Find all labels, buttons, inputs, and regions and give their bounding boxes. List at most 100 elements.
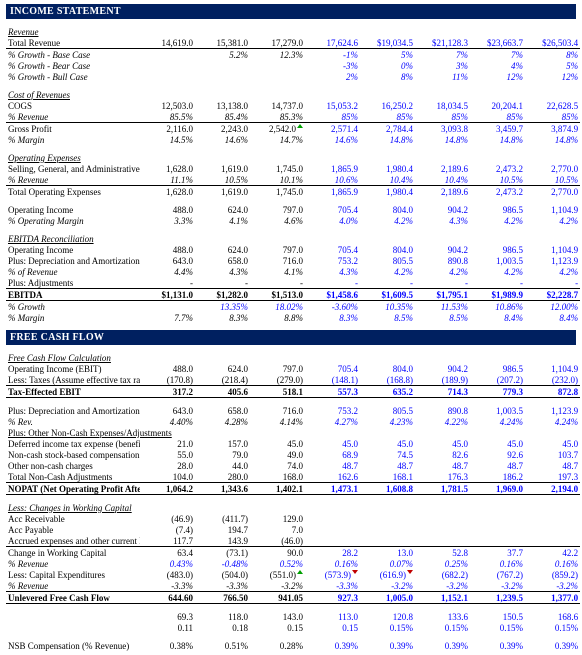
extra-2-v3: 0.15 — [305, 622, 360, 633]
plus-da-2-v6: 1,003.5 — [470, 405, 525, 416]
da-pct-v3: 4.3% — [305, 266, 360, 277]
unlevered-fcf-v4: 1,005.0 — [360, 592, 415, 604]
wc-pct-rev-v2: 0.52% — [250, 558, 305, 569]
acc-receivable-v2: 129.0 — [250, 513, 305, 524]
plus-da-v3: 753.2 — [305, 255, 360, 266]
growth-bear-v7: 5% — [525, 60, 580, 71]
capex-pct-v3: -3.3% — [305, 580, 360, 592]
growth-bull-v0 — [140, 71, 195, 82]
total-noncash-v5: 176.3 — [415, 471, 470, 483]
total-noncash-v7: 197.3 — [525, 471, 580, 483]
ebitda-growth-v2: 18.02% — [250, 301, 305, 313]
ebitda-v1: $1,282.0 — [195, 289, 250, 301]
less-taxes-v1: (218.4) — [195, 374, 250, 386]
less-taxes-v0: (170.8) — [140, 374, 195, 386]
growth-bull-v5: 11% — [415, 71, 470, 82]
change-wc-v2: 90.0 — [250, 547, 305, 559]
growth-base-v2: 12.3% — [250, 49, 305, 61]
plus-adj-v1: - — [195, 277, 250, 289]
cogs-pct: % Revenue — [6, 111, 140, 123]
sga-pct-v4: 10.4% — [360, 174, 415, 186]
growth-bull-v7: 12% — [525, 71, 580, 82]
total-noncash-v3: 162.6 — [305, 471, 360, 483]
extra-2-v1: 0.18 — [195, 622, 250, 633]
acc-receivable-v7 — [525, 513, 580, 524]
subhead-revenue: Revenue — [6, 26, 580, 37]
ebitda-growth-v0 — [140, 301, 195, 313]
accrued: Accrued expenses and other current liabi… — [6, 535, 140, 547]
deferred-tax-v6: 45.0 — [470, 438, 525, 449]
stock-comp-v7: 103.7 — [525, 449, 580, 460]
total-noncash-v2: 168.0 — [250, 471, 305, 483]
tax-effected-ebit-v4: 635.2 — [360, 386, 415, 398]
ebitda-growth-v7: 12.00% — [525, 301, 580, 313]
nsb-comp-v0: 0.38% — [140, 640, 195, 651]
gross-margin-v6: 14.8% — [470, 134, 525, 145]
less-capex-v6: (767.2) — [470, 569, 525, 580]
sga-pct-v3: 10.6% — [305, 174, 360, 186]
op-income-2-v5: 904.2 — [415, 244, 470, 255]
growth-bull-v6: 12% — [470, 71, 525, 82]
nsb-comp-v7: 0.39% — [525, 640, 580, 651]
tax-effected-ebit-v3: 557.3 — [305, 386, 360, 398]
total-noncash: Total Non-Cash Adjustments — [6, 471, 140, 483]
total-noncash-v0: 104.0 — [140, 471, 195, 483]
acc-payable-v7 — [525, 524, 580, 535]
change-wc-v0: 63.4 — [140, 547, 195, 559]
plus-da-2-v3: 753.2 — [305, 405, 360, 416]
da2-pct-v1: 4.28% — [195, 416, 250, 427]
acc-payable-v2: 7.0 — [250, 524, 305, 535]
ebitda-growth-v4: 10.35% — [360, 301, 415, 313]
nsb-comp-v2: 0.28% — [250, 640, 305, 651]
cogs-pct-v4: 85% — [360, 111, 415, 123]
da2-pct: % Rev. — [6, 416, 140, 427]
gross-profit-v3: 2,571.4 — [305, 123, 360, 135]
gross-margin-v0: 14.5% — [140, 134, 195, 145]
gross-profit-v5: 3,093.8 — [415, 123, 470, 135]
acc-receivable-v0: (46.9) — [140, 513, 195, 524]
operating-income-v6: 986.5 — [470, 204, 525, 215]
less-capex-v2: (551.0) — [250, 569, 305, 580]
change-wc-v3: 28.2 — [305, 547, 360, 559]
nopat-v6: 1,969.0 — [470, 483, 525, 495]
sga-v3: 1,865.9 — [305, 163, 360, 174]
cogs-v5: 18,034.5 — [415, 100, 470, 111]
less-taxes-v6: (207.2) — [470, 374, 525, 386]
unlevered-fcf: Unlevered Free Cash Flow — [6, 592, 140, 604]
total-noncash-v4: 168.1 — [360, 471, 415, 483]
less-taxes-v4: (168.8) — [360, 374, 415, 386]
total-opex-v2: 1,745.0 — [250, 186, 305, 198]
nopat-v5: 1,781.5 — [415, 483, 470, 495]
ebit-v2: 797.0 — [250, 363, 305, 374]
total-opex-v6: 2,473.2 — [470, 186, 525, 198]
cogs-v4: 16,250.2 — [360, 100, 415, 111]
plus-da-2-v1: 658.0 — [195, 405, 250, 416]
plus-da-2-v2: 716.0 — [250, 405, 305, 416]
accrued-v5 — [415, 535, 470, 547]
gross-profit-v0: 2,116.0 — [140, 123, 195, 135]
accrued-v3 — [305, 535, 360, 547]
stock-comp-v1: 79.0 — [195, 449, 250, 460]
operating-income-v7: 1,104.9 — [525, 204, 580, 215]
fcf-header: FREE CASH FLOW — [6, 330, 576, 345]
ebitda-margin-v5: 8.5% — [415, 312, 470, 323]
other-noncash: Other non-cash charges — [6, 460, 140, 471]
cogs-v0: 12,503.0 — [140, 100, 195, 111]
growth-bull-v4: 8% — [360, 71, 415, 82]
da-pct-v6: 4.2% — [470, 266, 525, 277]
cogs-pct-v7: 85% — [525, 111, 580, 123]
sga-v0: 1,628.0 — [140, 163, 195, 174]
deferred-tax-v7: 45.0 — [525, 438, 580, 449]
sga-pct: % Revenue — [6, 174, 140, 186]
ebit-v0: 488.0 — [140, 363, 195, 374]
accrued-v7 — [525, 535, 580, 547]
operating-margin-v6: 4.2% — [470, 215, 525, 226]
deferred-tax-v2: 45.0 — [250, 438, 305, 449]
other-noncash-v1: 44.0 — [195, 460, 250, 471]
change-wc-v6: 37.7 — [470, 547, 525, 559]
da2-pct-v3: 4.27% — [305, 416, 360, 427]
cogs-pct-v5: 85% — [415, 111, 470, 123]
growth-base-v1: 5.2% — [195, 49, 250, 61]
acc-payable-v3 — [305, 524, 360, 535]
sga-v1: 1,619.0 — [195, 163, 250, 174]
